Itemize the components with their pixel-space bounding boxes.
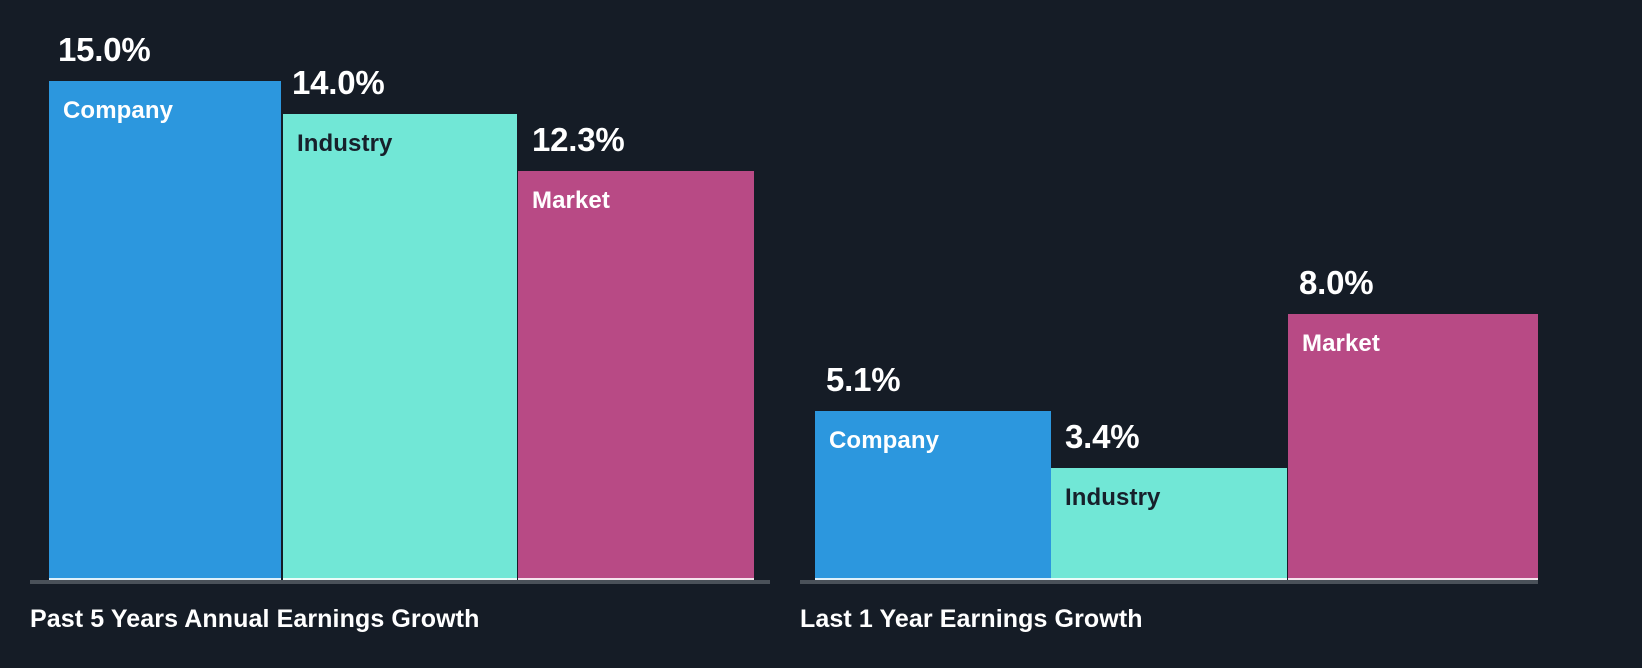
value-label-industry-past-5-years: 14.0% (292, 64, 385, 101)
chart-title-last-1-year: Last 1 Year Earnings Growth (800, 605, 1143, 633)
bar-company-last-1-year[interactable]: Company (815, 411, 1051, 581)
x-axis-line-last-1-year (800, 580, 1538, 584)
plot-area-past-5-years: Company 15.0% Industry 14.0% Market 12.3… (0, 0, 800, 584)
bar-industry-past-5-years[interactable]: Industry (283, 114, 517, 581)
bar-series-label-company: Company (63, 97, 174, 124)
bar-market-last-1-year[interactable]: Market (1288, 314, 1538, 581)
bar-series-label-market: Market (532, 187, 610, 214)
bar-series-label-industry: Industry (1065, 484, 1161, 511)
chart-panel-past-5-years: Company 15.0% Industry 14.0% Market 12.3… (0, 0, 800, 668)
chart-panel-last-1-year: Company 5.1% Industry 3.4% Market 8.0% L… (800, 0, 1642, 668)
bar-series-label-industry: Industry (297, 130, 393, 157)
bar-series-label-company: Company (829, 427, 940, 454)
plot-area-last-1-year: Company 5.1% Industry 3.4% Market 8.0% (800, 0, 1642, 584)
x-axis-line-past-5-years (30, 580, 770, 584)
bar-company-past-5-years[interactable]: Company (49, 81, 281, 581)
value-label-company-past-5-years: 15.0% (58, 31, 151, 68)
bar-series-label-market: Market (1302, 330, 1380, 357)
bar-industry-last-1-year[interactable]: Industry (1051, 468, 1287, 581)
value-label-industry-last-1-year: 3.4% (1065, 418, 1140, 455)
chart-title-past-5-years: Past 5 Years Annual Earnings Growth (30, 605, 480, 633)
value-label-company-last-1-year: 5.1% (826, 361, 901, 398)
value-label-market-past-5-years: 12.3% (532, 121, 625, 158)
value-label-market-last-1-year: 8.0% (1299, 264, 1374, 301)
bar-market-past-5-years[interactable]: Market (518, 171, 754, 581)
